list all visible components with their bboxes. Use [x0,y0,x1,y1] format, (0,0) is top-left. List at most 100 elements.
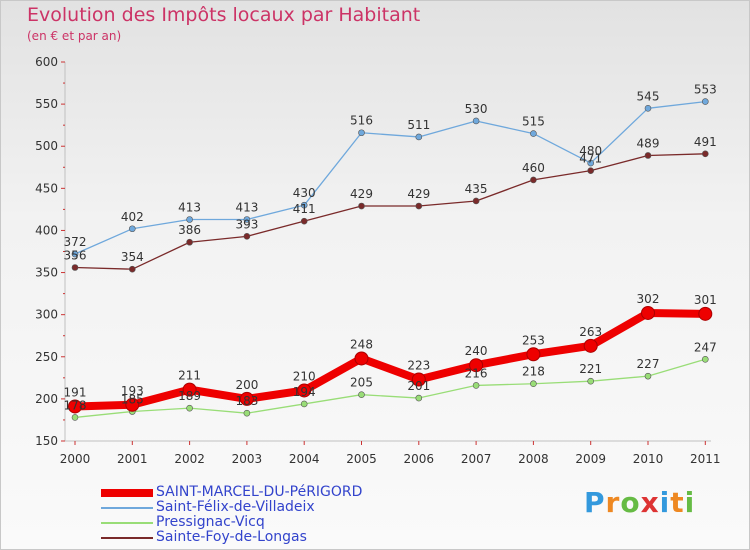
data-label: 372 [64,235,87,249]
chart-subtitle: (en € et par an) [27,29,122,43]
data-label: 211 [178,369,201,383]
data-point [129,265,136,273]
y-tick-label: 450 [35,181,58,195]
data-point [358,129,365,137]
legend-swatch [101,522,153,524]
x-tick-label: 2004 [289,452,320,466]
data-point [243,409,251,417]
x-tick-label: 2002 [174,452,205,466]
y-tick-label: 250 [35,350,58,364]
data-point [472,197,480,205]
data-label: 194 [293,385,316,399]
data-point [641,305,655,320]
data-point [587,167,595,174]
data-point [71,414,79,421]
data-point [530,176,537,184]
x-tick-label: 2009 [575,452,606,466]
data-point [472,117,480,125]
data-label: 189 [178,389,201,403]
legend-swatch [101,537,153,539]
y-tick-label: 200 [35,392,58,406]
data-point [239,391,254,406]
legend-label: Saint-Félix-de-Villadeix [156,499,315,515]
data-point [68,399,82,414]
data-label: 218 [522,365,545,379]
data-point [583,338,598,353]
data-label: 511 [407,118,430,132]
legend-label: SAINT-MARCEL-DU-PéRIGORD [156,484,363,500]
x-tick-label: 2006 [404,452,435,466]
data-point [243,216,251,223]
data-point [129,225,136,233]
data-point [300,217,308,225]
data-label: 253 [522,333,545,347]
data-label: 430 [293,186,316,200]
data-point [186,238,193,246]
data-label: 553 [694,83,717,97]
data-point [530,130,537,137]
data-point [415,394,423,402]
proxiti-logo: Proxiti [584,486,696,519]
data-label: 491 [694,135,717,149]
data-label: 248 [350,337,373,351]
data-label: 210 [293,369,316,383]
y-tick-label: 150 [35,434,58,448]
y-tick-label: 550 [35,97,58,111]
data-label: 223 [407,359,430,373]
data-point [701,150,709,158]
data-label: 545 [637,89,660,103]
data-label: 221 [579,362,602,376]
data-label: 356 [64,249,87,263]
data-point [71,250,79,258]
data-label: 193 [121,384,144,398]
data-point [297,383,312,398]
data-label: 301 [694,293,717,307]
data-label: 302 [637,292,660,306]
data-point [411,372,426,387]
data-label: 480 [579,144,602,158]
data-point [125,397,140,412]
data-label: 216 [465,366,488,380]
data-point [587,159,595,167]
data-point [472,382,480,389]
data-point [644,105,652,112]
data-label: 205 [350,376,373,390]
data-label: 247 [694,340,717,354]
x-tick-label: 2008 [518,452,549,466]
data-label: 178 [64,398,87,412]
data-point [698,306,713,321]
legend-swatch [101,507,153,509]
data-label: 435 [465,182,488,196]
data-label: 393 [235,217,258,231]
data-label: 411 [293,202,316,216]
data-label: 263 [579,325,602,339]
data-point [526,347,541,362]
x-tick-label: 2000 [60,452,91,466]
data-point [644,372,652,380]
x-tick-label: 2011 [690,452,721,466]
x-tick-label: 2010 [633,452,664,466]
y-tick-label: 500 [35,139,58,153]
data-label: 516 [350,114,373,128]
data-label: 460 [522,161,545,175]
data-point [186,404,193,412]
x-tick-label: 2005 [346,452,377,466]
data-point [186,216,193,223]
x-tick-label: 2007 [461,452,492,466]
series-line [74,100,706,255]
data-label: 429 [407,187,430,201]
chart-title: Evolution des Impôts locaux par Habitant [27,4,421,26]
data-label: 429 [350,187,373,201]
data-label: 191 [64,385,87,399]
data-label: 413 [178,200,201,214]
data-point [587,377,595,385]
data-label: 200 [235,378,258,392]
data-point [300,400,308,408]
data-point [243,233,251,240]
series-line [74,358,706,419]
legend-swatch [101,489,153,497]
data-label: 471 [579,152,602,166]
series-line [74,153,706,270]
